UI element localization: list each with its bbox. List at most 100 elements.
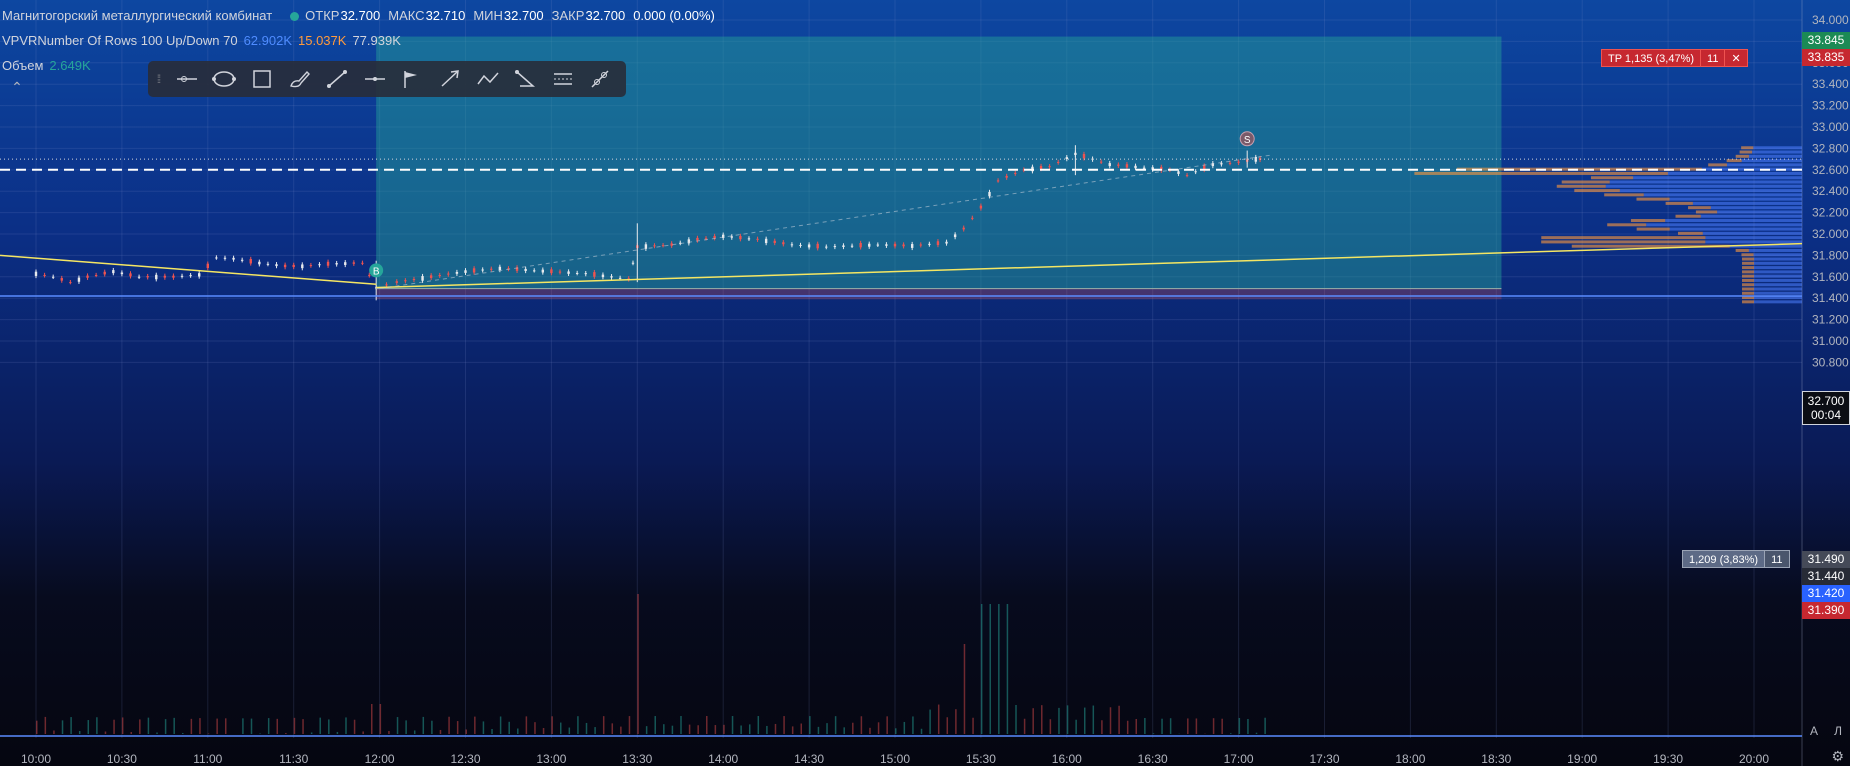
vpvr-down-row xyxy=(1604,193,1644,197)
candle xyxy=(996,178,1000,183)
trend-line-down[interactable] xyxy=(0,254,377,286)
ruler-icon[interactable] xyxy=(582,64,620,94)
close-label: ЗАКР xyxy=(551,8,585,23)
candle xyxy=(782,240,785,247)
candle xyxy=(155,272,158,282)
stop-loss-badge[interactable]: 1,209 (3,83%) 11 xyxy=(1682,550,1790,568)
buy-marker[interactable]: B xyxy=(369,263,384,278)
candle xyxy=(43,272,46,278)
log-scale-button[interactable]: Л xyxy=(1834,724,1842,738)
time-tick-label: 16:00 xyxy=(1052,752,1082,766)
volume-bar xyxy=(551,716,553,734)
candle xyxy=(301,262,304,271)
candle xyxy=(318,262,321,268)
vpvr-down-row xyxy=(1695,210,1718,214)
volume-bar xyxy=(542,728,545,734)
volume-bar xyxy=(706,716,708,734)
price-axis-ticks[interactable]: 34.00033.80033.60033.40033.20033.00032.8… xyxy=(1812,13,1849,369)
parallel-channel-icon[interactable] xyxy=(544,64,582,94)
time-tick-label: 10:30 xyxy=(107,752,137,766)
volume-bar xyxy=(766,725,768,734)
horizontal-line-icon[interactable] xyxy=(356,64,394,94)
candle xyxy=(137,274,141,280)
volume-bar xyxy=(130,731,132,734)
drag-handle-icon[interactable]: ⁞⁞ xyxy=(156,72,162,86)
volume-bar xyxy=(972,717,974,734)
candle xyxy=(412,276,416,282)
rectangle-icon[interactable] xyxy=(243,64,281,94)
candle xyxy=(533,268,536,273)
price-tick-label: 32.000 xyxy=(1812,227,1849,241)
volume-bar xyxy=(53,730,55,734)
candle xyxy=(249,256,252,266)
vpvr-legend[interactable]: VPVRNumber Of Rows 100 Up/Down 70 62.902K… xyxy=(2,33,407,48)
volume-legend[interactable]: Объем 2.649K xyxy=(2,58,97,73)
symbol-title[interactable]: Магнитогорский металлургический комбинат xyxy=(2,8,273,23)
candle xyxy=(902,242,905,249)
vpvr-up-row xyxy=(1754,300,1802,304)
position-path-line xyxy=(379,154,1274,290)
open-value: 32.700 xyxy=(340,8,381,23)
volume-bar xyxy=(491,728,493,734)
volume-bar xyxy=(585,722,588,734)
candle xyxy=(1254,154,1257,164)
vpvr-up-row xyxy=(1643,193,1802,197)
low-label: МИН xyxy=(473,8,503,23)
candle xyxy=(850,243,854,248)
flag-marks-icon[interactable] xyxy=(394,64,432,94)
volume-bar xyxy=(413,730,416,734)
long-position-loss-zone[interactable] xyxy=(376,288,1502,300)
candle xyxy=(283,262,287,270)
close-icon[interactable]: ✕ xyxy=(1725,49,1748,67)
vpvr-up-row xyxy=(1669,197,1802,201)
volume-bar xyxy=(843,727,845,734)
collapse-legend-button[interactable]: ⌃ xyxy=(6,78,28,96)
price-tick-label: 31.200 xyxy=(1812,313,1849,327)
volume-bar xyxy=(147,717,150,734)
arrow-icon[interactable] xyxy=(431,64,469,94)
horizontal-ray-icon[interactable] xyxy=(168,64,206,94)
candle xyxy=(936,239,940,248)
volume-bar xyxy=(216,718,218,734)
vpvr-up-row xyxy=(1619,189,1802,193)
change-value: 0.000 (0.00%) xyxy=(633,8,715,23)
time-tick-label: 17:30 xyxy=(1309,752,1339,766)
candle xyxy=(258,259,261,267)
volume-bar xyxy=(362,731,364,734)
trend-line-up[interactable] xyxy=(376,242,1803,289)
trend-line-icon[interactable] xyxy=(318,64,356,94)
candle xyxy=(1108,160,1111,169)
volume-bar xyxy=(456,721,459,734)
vpvr-up-row xyxy=(1646,223,1802,227)
take-profit-qty: 11 xyxy=(1701,49,1726,67)
candle xyxy=(275,262,278,269)
brush-icon[interactable] xyxy=(281,64,319,94)
volume-bar xyxy=(345,717,347,734)
take-profit-badge[interactable]: TP 1,135 (3,47%) 11 ✕ xyxy=(1601,49,1748,67)
volume-bar xyxy=(809,716,811,734)
price-tag-entry: 31.490 xyxy=(1802,551,1850,568)
triangle-icon[interactable] xyxy=(506,64,544,94)
gear-icon[interactable]: ⚙ xyxy=(1831,748,1844,764)
candle xyxy=(189,272,192,278)
time-axis-ticks[interactable]: 10:00 10:30 11:00 11:30 12:00 12:30 13:00 13:30… xyxy=(21,752,1769,766)
volume-bar xyxy=(96,717,98,734)
vpvr-total-value: 77.939K xyxy=(352,33,401,48)
ellipse-icon[interactable] xyxy=(206,64,244,94)
vpvr-up-row xyxy=(1754,291,1802,295)
volume-bar xyxy=(44,716,47,734)
candlestick-series[interactable] xyxy=(34,145,1262,301)
volume-bar xyxy=(628,716,631,734)
candle xyxy=(730,234,733,240)
path-icon[interactable] xyxy=(469,64,507,94)
candle xyxy=(756,236,759,242)
vpvr-up-row xyxy=(1748,248,1802,252)
volume-bar xyxy=(482,721,485,734)
candle xyxy=(575,270,579,276)
sell-marker[interactable]: S xyxy=(1239,131,1255,147)
auto-scale-button[interactable]: A xyxy=(1810,724,1819,738)
volume-bar xyxy=(139,719,141,734)
price-tag-top-red: 33.835 xyxy=(1802,49,1850,66)
candle xyxy=(524,266,527,274)
